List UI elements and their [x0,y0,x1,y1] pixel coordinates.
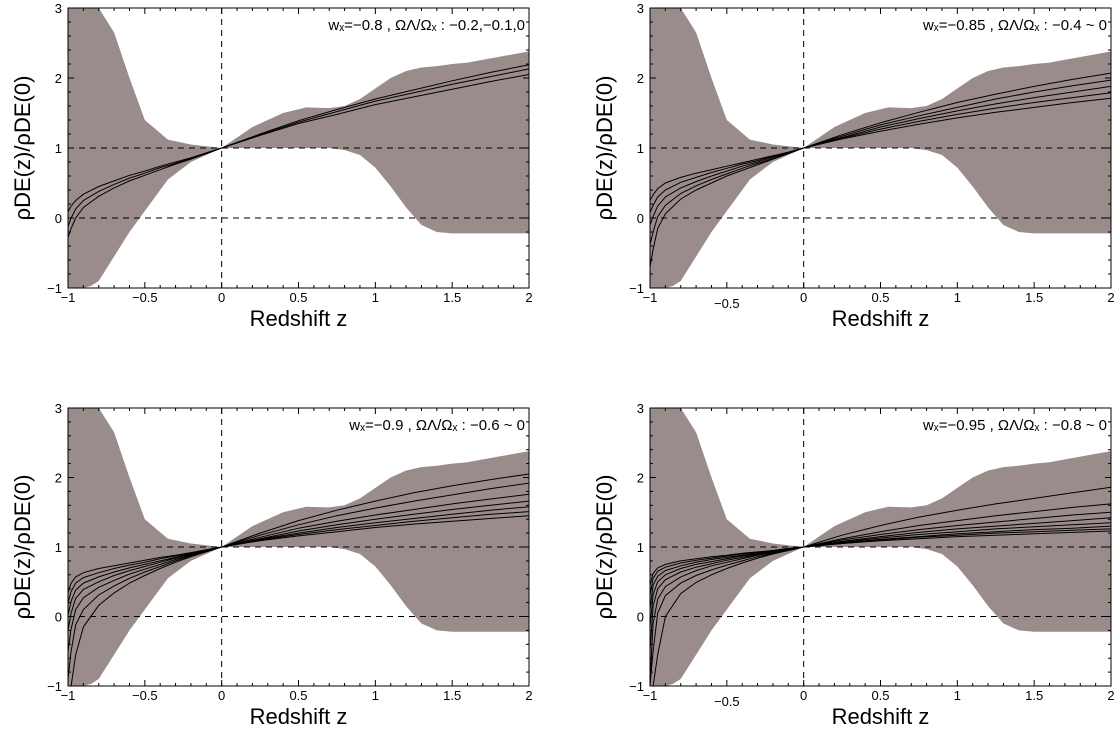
y-axis-title: ρDE(z)/ρDE(0) [592,76,617,221]
series-line-3 [650,85,1111,226]
x-tick-label: −0.5 [714,694,740,709]
y-tick-label: 0 [637,211,644,226]
x-tick-label: 0 [800,290,807,305]
y-tick-label: 3 [55,1,62,16]
x-axis-title: Redshift z [250,704,348,729]
x-tick-label: 0.5 [871,688,889,703]
x-tick-label: 1.5 [443,290,461,305]
parameter-annotation: wₓ=−0.95 , ΩΛ/Ωₓ : −0.8 ~ 0 [922,417,1107,434]
x-tick-label: 0.5 [871,290,889,305]
x-tick-label: 2 [1107,688,1114,703]
series-line-4 [68,500,529,631]
series-line-6 [650,511,1111,683]
chart-panel-4: −1 −0.5 0 0.5 1 1.5 2 −1 0 1 2 3 Redshift z ρDE(z)/ρD… [592,401,1115,729]
chart-panel-2: −1 −0.5 0 0.5 1 1.5 2 −1 0 1 2 3 Redshift z ρDE(z)/ρD… [592,1,1115,331]
y-tick-label: 2 [637,71,644,86]
x-tick-label: 1 [954,688,961,703]
y-tick-label: 1 [637,540,644,555]
x-tick-label: 1 [954,290,961,305]
y-tick-label: 2 [55,471,62,486]
series-line-4 [650,522,1111,627]
x-tick-label: 1.5 [1025,290,1043,305]
x-tick-label: −0.5 [132,290,158,305]
x-tick-label: −0.5 [714,296,740,311]
series-line-3 [68,64,529,238]
y-axis-title: ρDE(z)/ρDE(0) [10,76,35,221]
uncertainty-band [68,8,529,288]
x-tick-label: −1 [61,290,76,305]
x-tick-label: 2 [1107,290,1114,305]
x-tick-label: 2 [525,290,532,305]
x-tick-label: −0.5 [132,688,158,703]
y-tick-label: 1 [637,141,644,156]
series-line-5 [68,493,529,652]
x-axis-title: Redshift z [832,306,930,331]
x-tick-label: 1.5 [1025,688,1043,703]
y-tick-label: 2 [55,71,62,86]
series-line-2 [68,511,529,603]
y-tick-label: −1 [47,281,62,296]
parameter-annotation: wₓ=−0.9 , ΩΛ/Ωₓ : −0.6 ~ 0 [348,417,525,434]
series-line-2 [650,92,1111,213]
y-axis-title: ρDE(z)/ρDE(0) [592,475,617,620]
x-axis-title: Redshift z [832,704,930,729]
x-tick-label: 0.5 [289,290,307,305]
series-line-1 [68,515,529,593]
x-tick-label: 0 [218,290,225,305]
uncertainty-band [650,8,1111,288]
parameter-annotation: wₓ=−0.85 , ΩΛ/Ωₓ : −0.4 ~ 0 [922,17,1107,34]
y-tick-label: 3 [637,1,644,16]
x-tick-label: −1 [643,688,658,703]
x-tick-label: 0.5 [289,688,307,703]
y-tick-label: −1 [629,679,644,694]
y-tick-label: 0 [55,211,62,226]
series-line-5 [650,72,1111,268]
y-tick-label: 2 [637,471,644,486]
series-line-8 [650,486,1111,686]
chart-panel-1: −1 −0.5 0 0.5 1 1.5 2 −1 0 1 2 3 Redshift z ρDE(z)/ρD… [10,1,533,331]
series-line-2 [650,528,1111,596]
x-tick-label: 0 [218,688,225,703]
x-tick-label: 0 [800,688,807,703]
x-tick-label: 1.5 [443,688,461,703]
uncertainty-band [68,408,529,686]
y-tick-label: 0 [637,610,644,625]
series-line-6 [68,482,529,680]
series-line-4 [650,79,1111,245]
series-line-5 [650,517,1111,652]
x-tick-label: −1 [643,290,658,305]
series-line-1 [650,97,1111,201]
y-tick-label: 1 [55,540,62,555]
x-tick-label: 1 [372,688,379,703]
x-tick-label: 2 [525,688,532,703]
y-tick-label: 3 [637,401,644,416]
series-line-7 [68,473,529,686]
series-line-2 [68,68,529,227]
x-tick-label: 1 [372,290,379,305]
y-tick-label: −1 [47,679,62,694]
parameter-annotation: wₓ=−0.8 , ΩΛ/Ωₓ : −0.2,−0.1,0 [327,17,525,34]
y-tick-label: 0 [55,610,62,625]
series-line-7 [650,503,1111,686]
x-tick-label: −1 [61,688,76,703]
series-line-1 [68,74,529,212]
y-tick-label: 3 [55,401,62,416]
x-axis-title: Redshift z [250,306,348,331]
chart-panel-3: −1 −0.5 0 0.5 1 1.5 2 −1 0 1 2 3 Redshift z ρDE(z)/ρD… [10,401,533,729]
uncertainty-band [650,408,1111,686]
y-tick-label: 1 [55,141,62,156]
series-line-3 [68,506,529,616]
y-axis-title: ρDE(z)/ρDE(0) [10,475,35,620]
y-tick-label: −1 [629,281,644,296]
